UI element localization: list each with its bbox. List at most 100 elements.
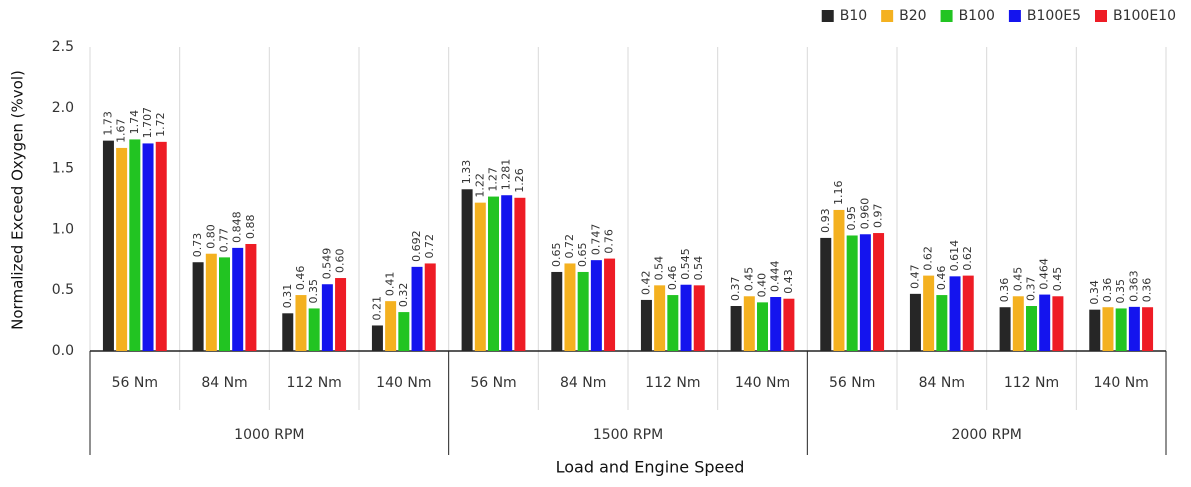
bar [757,302,768,351]
bar [577,271,589,351]
value-label: 0.35 [307,279,320,304]
bar [129,139,141,351]
bar [219,257,230,351]
value-label: 0.42 [639,270,652,295]
y-tick-label: 1.0 [52,221,74,237]
x-tick-label: 84 Nm [919,375,965,391]
legend-label: B100E10 [1113,8,1176,24]
value-label: 0.614 [948,240,961,272]
bar [245,243,257,351]
bar [590,260,602,351]
bar [205,253,217,351]
bar [1026,306,1037,351]
x-tick-label: 112 Nm [1004,375,1059,391]
value-label: 0.46 [294,266,307,291]
bar [461,189,473,351]
bar [693,285,705,351]
bar [873,233,885,351]
value-label: 0.36 [998,278,1011,303]
value-label: 0.747 [589,224,602,256]
value-label: 0.36 [1101,278,1114,303]
value-label: 0.444 [769,261,782,293]
y-tick-label: 2.0 [52,100,74,116]
x-tick-label: 140 Nm [1094,375,1149,391]
bar [820,237,832,351]
group-label: 2000 RPM [952,427,1022,443]
value-label: 0.545 [679,248,692,280]
bar [551,271,563,351]
x-tick-label: 112 Nm [287,375,342,391]
x-tick-label: 56 Nm [829,375,875,391]
value-label: 1.707 [141,107,154,139]
value-label: 0.54 [692,256,705,281]
value-label: 0.54 [653,256,666,281]
bar [730,306,742,351]
x-tick-label: 112 Nm [645,375,700,391]
value-label: 0.62 [922,246,935,271]
value-label: 1.72 [154,112,167,137]
value-label: 0.97 [872,204,885,229]
value-label: 0.60 [334,249,347,274]
value-label: 0.43 [782,269,795,294]
bar [743,296,755,351]
value-label: 0.72 [563,234,576,259]
bar [923,275,935,351]
group-label: 1000 RPM [234,427,304,443]
bar [1089,309,1101,351]
bar [770,297,782,351]
bar [474,202,486,351]
bar [102,140,114,351]
bar [1102,307,1114,351]
bar [155,141,167,351]
value-label: 0.47 [908,264,921,289]
value-label: 1.33 [460,160,473,185]
bar [1012,296,1024,351]
value-label: 1.26 [513,168,526,193]
bar [1128,306,1140,351]
bar [962,275,974,351]
bar [667,295,679,351]
y-tick-label: 0.5 [52,282,74,298]
bar [385,301,397,351]
y-tick-label: 2.5 [52,39,74,55]
value-label: 0.21 [370,296,383,321]
value-label: 0.37 [729,277,742,302]
bar [411,266,423,351]
bar [308,308,320,351]
value-label: 0.45 [1011,267,1024,292]
legend-swatch [1008,10,1021,22]
bar [1052,296,1064,351]
value-label: 0.36 [1141,278,1154,303]
x-tick-label: 84 Nm [560,375,606,391]
bar [949,276,961,351]
x-tick-label: 56 Nm [470,375,516,391]
bar [398,312,410,351]
value-label: 0.549 [320,248,333,280]
legend-swatch [821,10,834,22]
value-label: 1.74 [128,110,141,135]
value-label: 1.73 [101,111,114,136]
value-label: 0.65 [576,242,589,267]
bar [321,284,333,351]
value-label: 0.45 [742,267,755,292]
bar [999,307,1011,351]
bar [680,284,692,351]
value-label: 0.34 [1088,280,1101,305]
value-label: 0.65 [550,242,563,267]
value-label: 1.27 [487,167,500,192]
value-label: 1.281 [500,159,513,191]
value-label: 0.40 [756,273,769,298]
bar [1039,294,1051,351]
value-label: 0.73 [191,233,204,258]
bar [936,295,948,351]
legend-swatch [881,10,894,22]
legend-label: B20 [899,8,926,24]
bar [514,197,526,351]
bar [1115,308,1127,351]
value-label: 0.95 [845,206,858,231]
value-label: 0.46 [935,266,948,291]
value-label: 0.80 [204,224,217,249]
legend-label: B10 [840,8,867,24]
x-tick-label: 84 Nm [201,375,247,391]
